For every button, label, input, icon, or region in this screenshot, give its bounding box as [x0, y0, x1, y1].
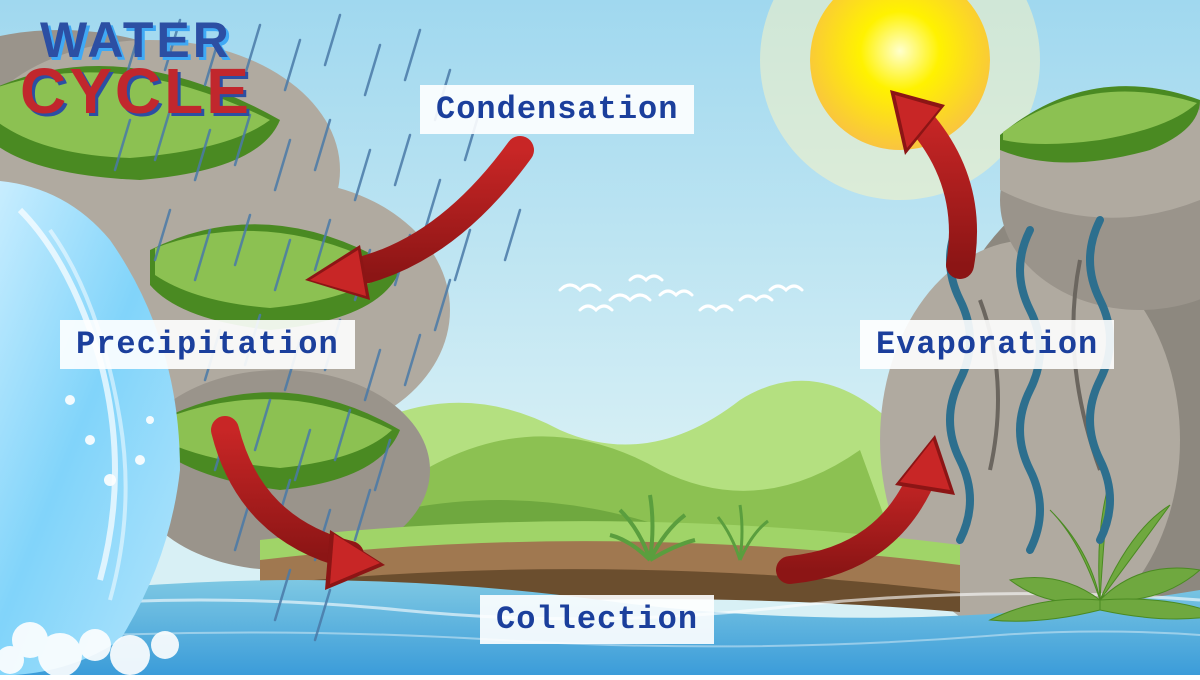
label-collection: Collection [480, 595, 714, 644]
water-cycle-diagram: WATER CYCLE Condensation Precipitation C… [0, 0, 1200, 675]
title-line-2: CYCLE [20, 63, 252, 121]
diagram-title: WATER CYCLE [40, 18, 252, 121]
label-precipitation: Precipitation [60, 320, 355, 369]
label-condensation: Condensation [420, 85, 694, 134]
label-evaporation: Evaporation [860, 320, 1114, 369]
